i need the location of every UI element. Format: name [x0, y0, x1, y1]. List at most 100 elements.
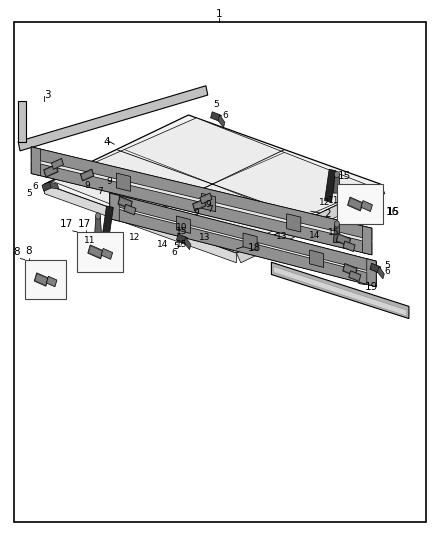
Polygon shape — [118, 197, 132, 209]
Polygon shape — [310, 250, 324, 268]
Polygon shape — [193, 199, 206, 211]
Text: 15: 15 — [337, 171, 350, 181]
Text: 5: 5 — [385, 261, 390, 270]
Polygon shape — [89, 247, 102, 257]
Polygon shape — [378, 266, 384, 279]
Polygon shape — [194, 201, 205, 209]
Bar — [337, 184, 383, 224]
Text: 15: 15 — [387, 207, 400, 217]
Text: 7: 7 — [97, 187, 103, 196]
Polygon shape — [103, 251, 111, 257]
Text: 18: 18 — [247, 244, 261, 253]
Text: 15: 15 — [176, 240, 187, 249]
Polygon shape — [177, 234, 187, 244]
Polygon shape — [31, 162, 372, 255]
Polygon shape — [370, 263, 381, 273]
Text: 12: 12 — [129, 233, 141, 243]
Text: 14: 14 — [308, 231, 320, 240]
Text: 6: 6 — [222, 111, 228, 120]
Polygon shape — [18, 86, 208, 151]
Polygon shape — [36, 275, 47, 284]
Polygon shape — [336, 233, 351, 246]
Polygon shape — [44, 184, 237, 263]
Polygon shape — [237, 184, 385, 263]
Polygon shape — [124, 204, 136, 215]
Polygon shape — [44, 115, 381, 253]
Polygon shape — [31, 147, 372, 255]
Polygon shape — [344, 265, 356, 274]
Text: 19: 19 — [365, 282, 378, 292]
Polygon shape — [343, 263, 357, 276]
Polygon shape — [343, 241, 355, 252]
Text: 10: 10 — [176, 223, 187, 232]
Polygon shape — [349, 271, 361, 281]
Polygon shape — [120, 198, 131, 207]
Polygon shape — [31, 147, 41, 176]
Text: 6: 6 — [385, 268, 390, 276]
Polygon shape — [110, 193, 119, 221]
Bar — [77, 232, 123, 272]
Bar — [25, 260, 66, 300]
Text: 13: 13 — [276, 232, 288, 241]
Polygon shape — [110, 207, 376, 287]
Text: 17: 17 — [78, 219, 91, 229]
Polygon shape — [18, 101, 26, 142]
Polygon shape — [349, 199, 361, 209]
Text: 5: 5 — [173, 242, 179, 251]
Polygon shape — [42, 181, 53, 191]
Polygon shape — [95, 216, 102, 235]
Polygon shape — [345, 243, 353, 249]
Text: 9: 9 — [206, 200, 212, 209]
Polygon shape — [325, 169, 336, 202]
Text: 15: 15 — [176, 228, 187, 237]
Polygon shape — [338, 236, 349, 244]
Text: 2: 2 — [324, 209, 330, 220]
Polygon shape — [177, 216, 191, 233]
Polygon shape — [361, 200, 372, 212]
Circle shape — [334, 221, 339, 227]
Text: 8: 8 — [14, 247, 20, 257]
Text: 11: 11 — [328, 196, 339, 205]
Polygon shape — [110, 193, 376, 287]
Polygon shape — [31, 147, 372, 240]
Text: 4: 4 — [103, 136, 110, 147]
Polygon shape — [117, 173, 131, 191]
Polygon shape — [201, 193, 215, 212]
Text: 15: 15 — [328, 228, 339, 237]
Text: 7: 7 — [207, 205, 213, 214]
Text: 9: 9 — [193, 208, 199, 217]
Polygon shape — [80, 169, 94, 181]
Polygon shape — [48, 278, 55, 285]
Polygon shape — [362, 226, 372, 255]
Polygon shape — [34, 273, 48, 286]
Polygon shape — [49, 182, 59, 189]
Polygon shape — [51, 158, 64, 169]
Polygon shape — [110, 193, 376, 273]
Polygon shape — [102, 206, 113, 239]
Polygon shape — [101, 248, 113, 260]
Text: 5: 5 — [213, 100, 219, 109]
Polygon shape — [287, 214, 301, 232]
Circle shape — [334, 171, 339, 177]
Text: 5: 5 — [26, 189, 32, 198]
Polygon shape — [333, 174, 340, 193]
Polygon shape — [350, 273, 359, 279]
Text: 16: 16 — [386, 207, 399, 217]
Polygon shape — [333, 224, 340, 243]
Text: 11: 11 — [84, 237, 95, 246]
Text: 14: 14 — [157, 240, 169, 249]
Polygon shape — [46, 276, 57, 287]
Polygon shape — [44, 164, 58, 177]
Polygon shape — [347, 197, 363, 211]
Polygon shape — [211, 112, 221, 122]
Polygon shape — [82, 171, 92, 179]
Text: 12: 12 — [319, 198, 330, 207]
Text: 17: 17 — [60, 219, 73, 229]
Text: 3: 3 — [44, 90, 51, 100]
Text: 8: 8 — [25, 246, 32, 256]
Polygon shape — [88, 245, 103, 259]
Text: 9: 9 — [106, 177, 112, 186]
Polygon shape — [218, 115, 225, 127]
Polygon shape — [201, 195, 210, 202]
Polygon shape — [52, 118, 373, 251]
